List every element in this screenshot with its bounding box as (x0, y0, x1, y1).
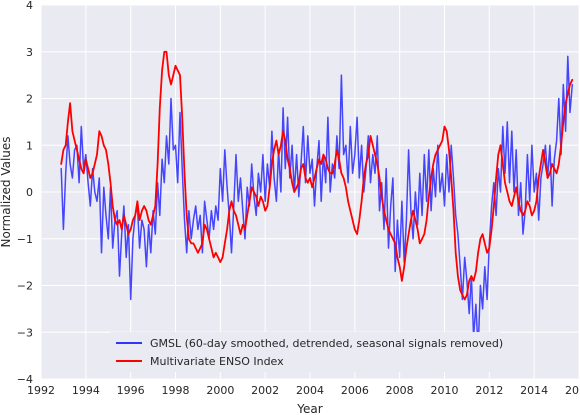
x-tick-label: 2008 (386, 384, 414, 397)
legend-label-enso: Multivariate ENSO Index (150, 355, 284, 368)
x-tick-label: 2010 (431, 384, 459, 397)
x-tick-label: 2002 (251, 384, 279, 397)
y-tick-label: 4 (26, 0, 33, 12)
legend-box (110, 332, 500, 372)
x-tick-label: 2016 (565, 384, 580, 397)
y-axis-title: Normalized Values (0, 136, 13, 247)
x-tick-label: 1992 (27, 384, 55, 397)
x-tick-label: 2012 (475, 384, 503, 397)
legend-label-gmsl: GMSL (60-day smoothed, detrended, season… (150, 337, 503, 350)
series-group (60, 50, 574, 352)
x-tick-label: 2004 (296, 384, 324, 397)
x-tick-label: 1998 (162, 384, 190, 397)
x-tick-label: 1994 (72, 384, 100, 397)
y-tick-label: −1 (17, 233, 33, 246)
y-tick-label: 2 (26, 93, 33, 106)
y-tick-label: −2 (17, 280, 33, 293)
tick-labels: 1992 1994 1996 1998 2000 2002 2004 2006 2008 2010… (17, 0, 580, 397)
y-tick-label: 0 (26, 186, 33, 199)
legend: GMSL (60-day smoothed, detrended, season… (110, 332, 503, 372)
y-tick-label: −4 (17, 373, 33, 386)
y-tick-label: 1 (26, 139, 33, 152)
x-tick-label: 2006 (341, 384, 369, 397)
x-tick-label: 2000 (206, 384, 234, 397)
y-tick-label: 3 (26, 46, 33, 59)
x-tick-label: 2014 (520, 384, 548, 397)
y-tick-label: −3 (17, 326, 33, 339)
x-tick-label: 1996 (117, 384, 145, 397)
series-line-enso (60, 50, 574, 301)
x-axis-title: Year (296, 402, 322, 415)
